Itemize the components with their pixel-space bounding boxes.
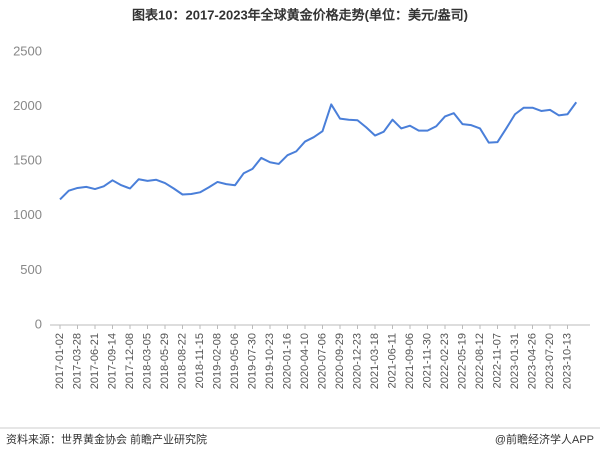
x-tick-label: 2019-10-23 bbox=[264, 333, 276, 389]
y-tick-label: 1000 bbox=[13, 207, 42, 222]
x-tick-label: 2019-02-08 bbox=[211, 333, 223, 389]
x-tick-label: 2020-07-06 bbox=[316, 333, 328, 389]
x-tick-label: 2020-01-16 bbox=[281, 333, 293, 389]
x-tick-label: 2020-09-29 bbox=[334, 333, 346, 389]
x-tick-label: 2022-05-19 bbox=[456, 333, 468, 389]
x-tick-label: 2021-09-06 bbox=[404, 333, 416, 389]
x-tick-label: 2023-10-13 bbox=[561, 333, 573, 389]
line bbox=[59, 101, 578, 201]
x-tick-label: 2017-09-14 bbox=[106, 333, 118, 389]
x-tick-label: 2019-05-06 bbox=[229, 333, 241, 389]
x-tick-label: 2018-08-22 bbox=[176, 333, 188, 389]
x-tick-label: 2022-02-23 bbox=[439, 333, 451, 389]
x-tick-label: 2021-03-18 bbox=[369, 333, 381, 389]
x-tick-label: 2022-11-07 bbox=[491, 333, 503, 388]
y-tick-label: 2000 bbox=[13, 98, 42, 113]
x-tick-label: 2021-11-30 bbox=[421, 333, 433, 388]
x-tick-label: 2017-01-02 bbox=[54, 333, 66, 389]
x-tick-label: 2017-03-28 bbox=[71, 333, 83, 389]
x-tick-label: 2018-03-05 bbox=[141, 333, 153, 389]
x-tick-label: 2021-06-11 bbox=[386, 333, 398, 388]
chart-title: 图表10：2017-2023年全球黄金价格走势(单位：美元/盎司) bbox=[132, 7, 468, 22]
x-tick-label: 2020-12-23 bbox=[351, 333, 363, 389]
x-tick-label: 2018-11-15 bbox=[194, 333, 206, 388]
x-tick-label: 2022-08-12 bbox=[474, 333, 486, 389]
x-tick-label: 2017-12-08 bbox=[124, 333, 136, 389]
x-tick-label: 2020-04-10 bbox=[299, 333, 311, 389]
x-tick-label: 2018-05-29 bbox=[159, 333, 171, 389]
x-tick-label: 2019-07-30 bbox=[246, 333, 258, 389]
y-tick-label: 500 bbox=[20, 262, 42, 277]
credit: @前瞻经济学人APP bbox=[495, 432, 594, 446]
source: 资料来源：世界黄金协会 前瞻产业研究院 bbox=[6, 432, 207, 446]
x-tick-label: 2023-07-20 bbox=[544, 333, 556, 389]
x-tick-label: 2023-04-26 bbox=[526, 333, 538, 389]
y-tick-label: 0 bbox=[35, 316, 42, 331]
x-tick-label: 2023-01-31 bbox=[509, 333, 521, 389]
y-tick-label: 1500 bbox=[13, 153, 42, 168]
y-tick-label: 2500 bbox=[13, 43, 42, 58]
x-tick-label: 2017-06-21 bbox=[89, 333, 101, 389]
